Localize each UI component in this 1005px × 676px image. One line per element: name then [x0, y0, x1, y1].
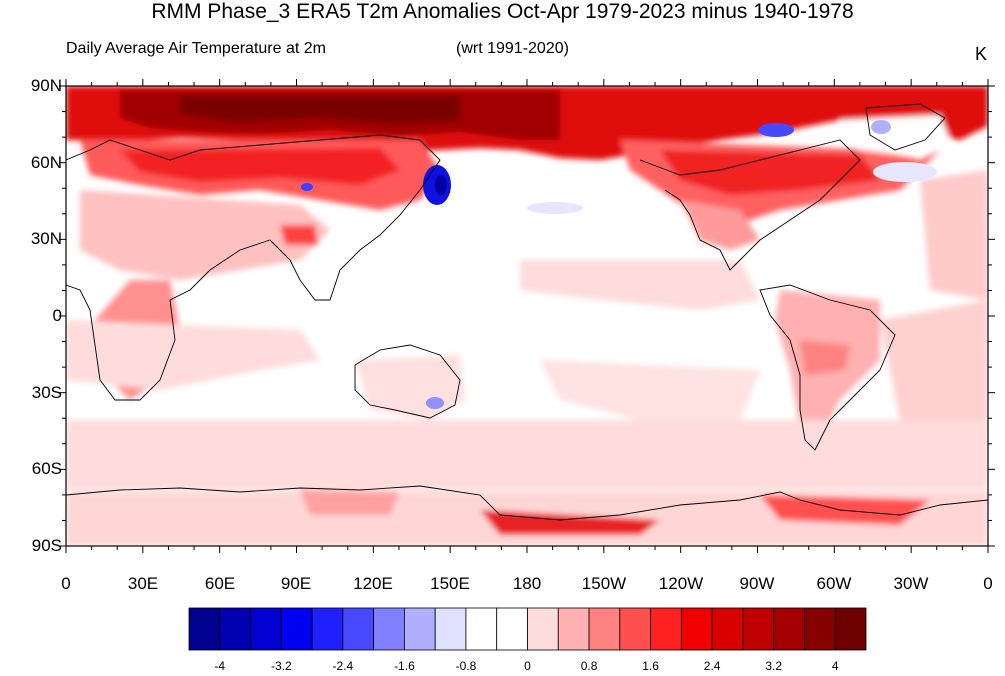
xtick-label: 30E: [127, 574, 159, 593]
colorbar: [188, 607, 867, 651]
axis-ticks: [59, 79, 995, 553]
colorbar-label: -0.8: [455, 659, 477, 673]
ytick-label: 60S: [31, 459, 62, 478]
variable-subtitle: Daily Average Air Temperature at 2m: [66, 40, 326, 57]
xtick-label: 120W: [658, 574, 704, 593]
xtick-label: 150W: [581, 574, 627, 593]
xtick-label: 150E: [430, 574, 470, 593]
xtick-label: 90E: [280, 574, 312, 593]
colorbar-swatch: [527, 607, 559, 651]
ytick-label: 30N: [30, 229, 62, 248]
colorbar-label: 3.2: [765, 659, 783, 673]
ytick-label: 0: [52, 306, 62, 325]
colorbar-swatch: [465, 607, 498, 651]
colorbar-swatch: [188, 607, 221, 651]
colorbar-swatch: [434, 607, 467, 651]
colorbar-swatch: [834, 607, 867, 651]
xtick-label: 0: [61, 574, 71, 593]
xtick-label: 0: [983, 574, 993, 593]
colorbar-label: 4: [831, 659, 839, 673]
ytick-label: 60N: [30, 153, 62, 172]
xtick-label: 60E: [204, 574, 236, 593]
colorbar-swatch: [650, 607, 682, 651]
australia-cold-spot: [426, 397, 444, 409]
hudson-cold-spot: [758, 123, 794, 137]
ytick-label: 90S: [31, 536, 62, 555]
baseline-note: (wrt 1991-2020): [456, 40, 569, 57]
colorbar-swatch: [496, 607, 528, 651]
units-label: K: [975, 44, 988, 64]
colorbar-swatch: [773, 607, 805, 651]
colorbar-swatch: [311, 607, 344, 651]
ytick-label: 30S: [31, 383, 62, 402]
colorbar-swatch: [373, 607, 405, 651]
colorbar-swatch: [250, 607, 282, 651]
colorbar-label: 0.8: [580, 659, 598, 673]
colorbar-swatch: [557, 607, 590, 651]
colorbar-swatch: [711, 607, 744, 651]
xtick-label: 180: [512, 574, 542, 593]
colorbar-swatch: [404, 607, 436, 651]
xtick-label: 30W: [893, 574, 929, 593]
colorbar-swatch: [804, 607, 836, 651]
map-field: [66, 86, 988, 546]
greenland-cold-spot: [871, 120, 891, 134]
colorbar-swatch: [588, 607, 621, 651]
colorbar-label: -1.6: [394, 659, 415, 673]
colorbar-swatch: [742, 607, 775, 651]
xtick-label: 120E: [353, 574, 393, 593]
figure-title: RMM Phase_3 ERA5 T2m Anomalies Oct-Apr 1…: [151, 0, 854, 23]
colorbar-label: -4: [214, 659, 226, 673]
colorbar-label: 1.6: [642, 659, 659, 673]
ytick-label: 90N: [30, 76, 62, 95]
colorbar-swatch: [219, 607, 251, 651]
colorbar-label: 0: [524, 659, 531, 673]
colorbar-swatch: [280, 607, 313, 651]
colorbar-label: -3.2: [270, 659, 292, 673]
xtick-label: 60W: [816, 574, 852, 593]
xtick-label: 90W: [739, 574, 775, 593]
colorbar-swatch: [619, 607, 651, 651]
colorbar-swatch: [680, 607, 713, 651]
colorbar-label: -2.4: [332, 659, 354, 673]
colorbar-swatch: [342, 607, 375, 651]
coastlines: [66, 103, 988, 521]
colorbar-label: 2.4: [703, 659, 721, 673]
